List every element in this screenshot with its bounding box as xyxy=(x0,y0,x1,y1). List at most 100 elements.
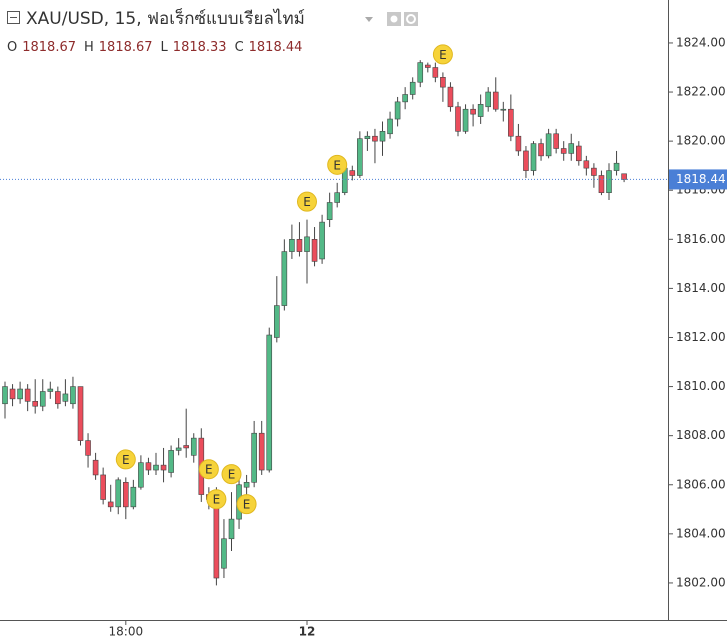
ohlc-key: H xyxy=(84,40,94,55)
candle-body xyxy=(583,160,590,169)
candle-body xyxy=(492,91,499,110)
event-label: E xyxy=(439,48,447,62)
candle-body xyxy=(545,133,552,157)
candle-body xyxy=(432,67,439,78)
event-marker xyxy=(236,494,257,515)
event-marker xyxy=(221,464,242,485)
candle-body xyxy=(160,464,167,471)
candle-body xyxy=(62,393,69,402)
ohlc-value: 1818.33 xyxy=(173,40,227,55)
y-tick-label: 1808.00 xyxy=(676,428,726,442)
event-marker xyxy=(327,154,348,175)
y-tick-label: 1814.00 xyxy=(676,281,726,295)
candle-body xyxy=(440,77,446,88)
event-label: E xyxy=(205,463,213,477)
candle-body xyxy=(553,133,559,149)
x-tick-label: 18:00 xyxy=(109,625,144,639)
candle-body xyxy=(138,462,144,488)
candle-body xyxy=(575,145,582,162)
candle-body xyxy=(613,162,620,171)
candle-body xyxy=(153,464,159,471)
y-tick-label: 1806.00 xyxy=(676,477,726,491)
ohlc-key: L xyxy=(161,40,169,55)
candle-body xyxy=(168,450,174,473)
candle-body xyxy=(47,388,54,392)
candle-body xyxy=(273,305,280,338)
event-marker xyxy=(297,191,317,212)
candle-body xyxy=(349,170,356,176)
candle-body xyxy=(560,148,567,154)
ohlc-legend: O 1818.67 H 1818.67 L 1818.33 C 1818.44 xyxy=(7,40,302,55)
candle-body xyxy=(175,447,182,451)
y-tick-label: 1804.00 xyxy=(676,526,726,540)
candle-body xyxy=(621,173,627,180)
candle-body xyxy=(145,462,152,471)
event-label: E xyxy=(213,493,221,507)
candle-body xyxy=(77,386,84,441)
candle-body xyxy=(24,388,31,402)
event-marker xyxy=(206,489,227,510)
candle-body xyxy=(394,101,401,120)
candle-body xyxy=(538,143,544,157)
event-marker xyxy=(198,459,219,480)
visibility-icon xyxy=(390,15,398,23)
candle-body xyxy=(409,81,416,95)
price-label-bg xyxy=(669,169,727,190)
candle-body xyxy=(424,64,431,68)
candle-body xyxy=(130,486,137,508)
candle-body xyxy=(500,108,507,111)
candle-body xyxy=(515,135,522,152)
ohlc-value: 1818.67 xyxy=(22,40,76,55)
candle-body xyxy=(55,391,61,405)
candle-body xyxy=(591,167,597,176)
event-label: E xyxy=(303,195,311,209)
y-tick-label: 1810.00 xyxy=(676,379,726,393)
candle-body xyxy=(334,192,341,203)
event-label: E xyxy=(243,498,251,512)
candle-body xyxy=(455,106,461,132)
candle-body xyxy=(190,437,197,456)
candle-body xyxy=(364,135,371,139)
candle-body xyxy=(123,482,129,508)
candle-body xyxy=(379,131,386,142)
candle-body xyxy=(402,94,408,103)
candle-body xyxy=(251,432,257,483)
event-marker xyxy=(115,449,136,470)
y-tick-label: 1824.00 xyxy=(676,35,726,49)
event-marker xyxy=(432,44,453,65)
candle-body xyxy=(289,239,295,252)
candle-body xyxy=(100,474,106,500)
y-tick-label: 1802.00 xyxy=(676,575,726,589)
settings-icon xyxy=(406,14,416,24)
candle-body xyxy=(319,221,325,260)
candle-body xyxy=(304,236,310,252)
candle-body xyxy=(470,108,476,115)
candle-body xyxy=(477,104,484,117)
candle-body xyxy=(2,386,8,405)
candle-body xyxy=(39,391,46,407)
candle-body xyxy=(17,388,23,400)
candle-body xyxy=(485,91,492,108)
ohlc-value: 1818.44 xyxy=(249,40,303,55)
dropdown-arrow[interactable] xyxy=(365,17,373,22)
collapse-icon[interactable] xyxy=(7,11,20,24)
candle-body xyxy=(357,138,363,176)
candle-body xyxy=(462,108,469,132)
candle-body xyxy=(311,239,318,262)
candle-body xyxy=(70,386,76,405)
candle-body xyxy=(92,459,99,476)
candle-body xyxy=(243,482,250,488)
ohlc-key: O xyxy=(7,40,17,55)
candle-body xyxy=(530,143,537,171)
candle-body xyxy=(258,432,265,471)
candle-body xyxy=(221,538,227,569)
ohlc-value: 1818.67 xyxy=(99,40,153,55)
candle-body xyxy=(606,170,612,193)
ohlc-key: C xyxy=(235,40,244,55)
symbol-title: XAU/USD, 15, ฟอเร็กซ์แบบเรียลไทม์ xyxy=(26,7,305,29)
candle-body xyxy=(228,518,235,540)
candle-body xyxy=(281,251,288,306)
price-label: 1818.44 xyxy=(676,172,726,186)
candle-body xyxy=(266,334,273,471)
